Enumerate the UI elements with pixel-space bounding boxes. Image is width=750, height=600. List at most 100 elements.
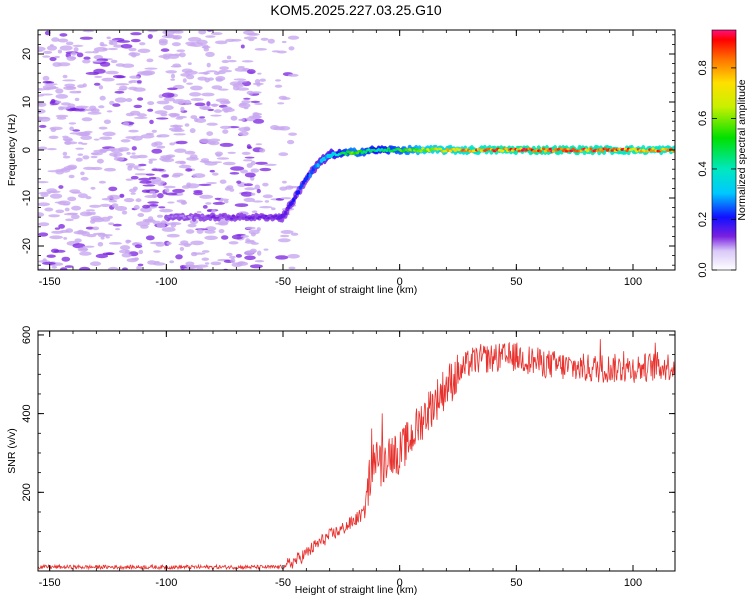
noise-speckle xyxy=(288,36,299,40)
noise-speckle xyxy=(50,127,63,131)
noise-speckle xyxy=(74,47,79,52)
noise-speckle xyxy=(233,86,240,91)
noise-speckle xyxy=(169,142,175,145)
trace-core xyxy=(549,148,552,151)
noise-speckle xyxy=(210,170,215,173)
noise-speckle xyxy=(249,230,260,235)
noise-speckle xyxy=(125,98,132,102)
trace-core xyxy=(294,195,297,199)
trace-core xyxy=(176,217,179,219)
noise-speckle xyxy=(58,185,63,189)
noise-speckle xyxy=(98,242,104,247)
noise-speckle xyxy=(172,42,181,46)
spectrogram-xtick-label: -150 xyxy=(39,276,61,288)
noise-speckle xyxy=(221,235,228,240)
noise-speckle xyxy=(137,80,142,83)
noise-speckle xyxy=(131,53,136,57)
noise-speckle xyxy=(72,45,83,47)
trace-core xyxy=(214,217,217,219)
noise-speckle xyxy=(78,193,88,198)
noise-speckle xyxy=(98,105,104,108)
noise-speckle xyxy=(100,62,110,67)
noise-speckle xyxy=(63,152,68,156)
noise-speckle xyxy=(108,187,117,192)
noise-speckle xyxy=(167,88,178,91)
noise-speckles xyxy=(32,28,300,272)
noise-speckle xyxy=(219,229,225,233)
noise-speckle xyxy=(198,72,211,74)
noise-speckle xyxy=(113,153,117,157)
noise-speckle xyxy=(148,34,153,39)
noise-speckle xyxy=(162,30,175,35)
noise-speckle xyxy=(215,223,228,225)
noise-speckle xyxy=(243,98,251,100)
noise-speckle xyxy=(82,59,91,63)
noise-speckle xyxy=(52,266,58,269)
noise-speckle xyxy=(91,187,96,190)
snr-ylabel: SNR (v/v) xyxy=(6,428,18,474)
noise-speckle xyxy=(109,148,116,151)
spectrogram-xtick-label: 100 xyxy=(624,276,642,288)
noise-speckle xyxy=(259,206,272,208)
noise-speckle xyxy=(96,254,108,258)
noise-speckle xyxy=(288,267,295,270)
noise-speckle xyxy=(167,242,172,245)
noise-speckle xyxy=(149,177,157,179)
noise-speckle xyxy=(251,193,255,196)
noise-speckle xyxy=(142,190,150,193)
noise-speckle xyxy=(93,150,107,153)
noise-speckle xyxy=(82,155,89,159)
colorbar-tick-label: 0.8 xyxy=(697,60,709,75)
noise-speckle xyxy=(257,189,261,193)
noise-speckle xyxy=(55,210,64,214)
noise-speckle xyxy=(287,254,300,259)
noise-speckle xyxy=(257,73,261,75)
noise-speckle xyxy=(152,130,157,133)
noise-speckle xyxy=(189,92,201,96)
noise-speckle xyxy=(173,125,178,128)
spectrogram-xtick-label: -50 xyxy=(275,276,291,288)
colorbar-label: Normalized spectral amplitude xyxy=(736,79,748,220)
noise-speckle xyxy=(84,51,94,53)
noise-speckle xyxy=(199,139,211,144)
noise-speckle xyxy=(197,211,202,213)
noise-speckle xyxy=(205,52,215,57)
noise-speckle xyxy=(270,125,279,130)
noise-speckle xyxy=(64,141,77,144)
noise-speckle xyxy=(65,219,74,222)
noise-speckle xyxy=(167,202,174,204)
noise-speckle xyxy=(225,39,236,42)
noise-speckle xyxy=(203,205,208,209)
snr-series-line xyxy=(38,339,675,569)
noise-speckle xyxy=(186,229,195,234)
noise-speckle xyxy=(234,78,246,80)
colorbar-tick-label: 0.4 xyxy=(697,161,709,176)
colorbar-tick-label: 0.0 xyxy=(697,262,709,277)
noise-speckle xyxy=(264,164,277,166)
noise-speckle xyxy=(62,136,69,139)
noise-speckle xyxy=(139,250,144,254)
noise-speckle xyxy=(54,56,60,58)
trace-core xyxy=(263,217,266,219)
noise-speckle xyxy=(149,120,154,124)
noise-speckle xyxy=(174,149,186,153)
noise-speckle xyxy=(79,248,88,250)
noise-speckle xyxy=(185,151,196,155)
noise-speckle xyxy=(169,260,174,263)
noise-speckle xyxy=(122,211,127,215)
noise-speckle xyxy=(211,32,223,35)
noise-speckle xyxy=(179,165,192,169)
noise-speckle xyxy=(259,79,266,82)
noise-speckle xyxy=(241,235,249,238)
noise-speckle xyxy=(236,181,241,184)
trace-core xyxy=(189,217,192,219)
trace-core xyxy=(274,215,277,217)
noise-speckle xyxy=(255,260,264,262)
trace-core xyxy=(224,215,227,217)
noise-speckle xyxy=(104,120,111,125)
noise-speckle xyxy=(128,48,136,51)
noise-speckle xyxy=(190,115,197,119)
trace-core xyxy=(601,150,604,153)
noise-speckle xyxy=(281,230,294,234)
noise-speckle xyxy=(190,86,203,91)
